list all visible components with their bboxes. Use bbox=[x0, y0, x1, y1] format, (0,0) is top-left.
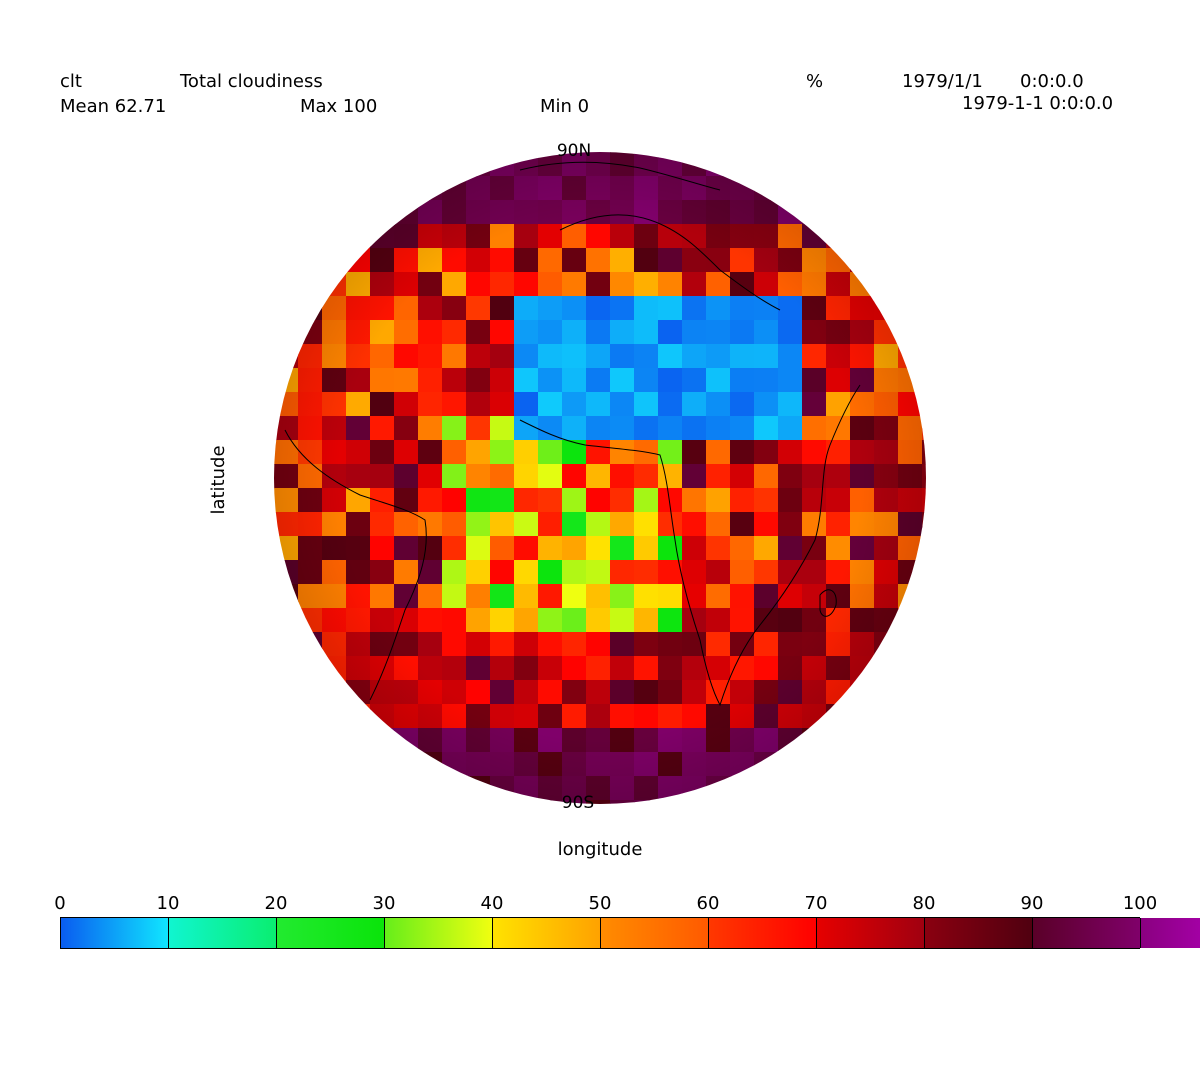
colorbar-segment bbox=[277, 918, 385, 948]
variable-name: clt bbox=[60, 71, 82, 92]
colorbar-segment bbox=[1141, 918, 1200, 948]
colorbar-tick-label: 40 bbox=[480, 893, 504, 914]
colorbar-tick-label: 90 bbox=[1020, 893, 1044, 914]
units-label: % bbox=[806, 71, 824, 92]
min-label: Min 0 bbox=[540, 96, 590, 117]
datetime-label: 1979-1-1 0:0:0.0 bbox=[962, 93, 1114, 114]
colorbar-segment bbox=[601, 918, 709, 948]
globe-shade bbox=[274, 152, 926, 804]
colorbar-tick-label: 70 bbox=[804, 893, 828, 914]
colorbar-tick-label: 10 bbox=[156, 893, 180, 914]
colorbar-tick-label: 100 bbox=[1122, 893, 1158, 914]
mean-label: Mean 62.71 bbox=[60, 96, 167, 117]
colorbar-segment bbox=[817, 918, 925, 948]
time-label: 0:0:0.0 bbox=[1020, 71, 1084, 92]
colorbar-tick-label: 30 bbox=[372, 893, 396, 914]
colorbar-segment bbox=[493, 918, 601, 948]
colorbar-segment bbox=[925, 918, 1033, 948]
colorbar bbox=[60, 917, 1200, 949]
variable-long-name: Total cloudiness bbox=[180, 71, 323, 92]
date-label: 1979/1/1 bbox=[902, 71, 983, 92]
south-pole-label: 90S bbox=[562, 793, 594, 813]
colorbar-segment bbox=[385, 918, 493, 948]
colorbar-tick-label: 0 bbox=[54, 893, 66, 914]
colorbar-segment bbox=[61, 918, 169, 948]
x-axis-label: longitude bbox=[558, 839, 643, 860]
colorbar-segment bbox=[169, 918, 277, 948]
colorbar-segment bbox=[1033, 918, 1141, 948]
colorbar-tick-label: 50 bbox=[588, 893, 612, 914]
colorbar-tick-label: 80 bbox=[912, 893, 936, 914]
colorbar-segment bbox=[709, 918, 817, 948]
north-pole-label: 90N bbox=[557, 141, 591, 161]
y-axis-label: latitude bbox=[208, 445, 229, 514]
colorbar-tick-label: 60 bbox=[696, 893, 720, 914]
max-label: Max 100 bbox=[300, 96, 378, 117]
colorbar-tick-label: 20 bbox=[264, 893, 288, 914]
